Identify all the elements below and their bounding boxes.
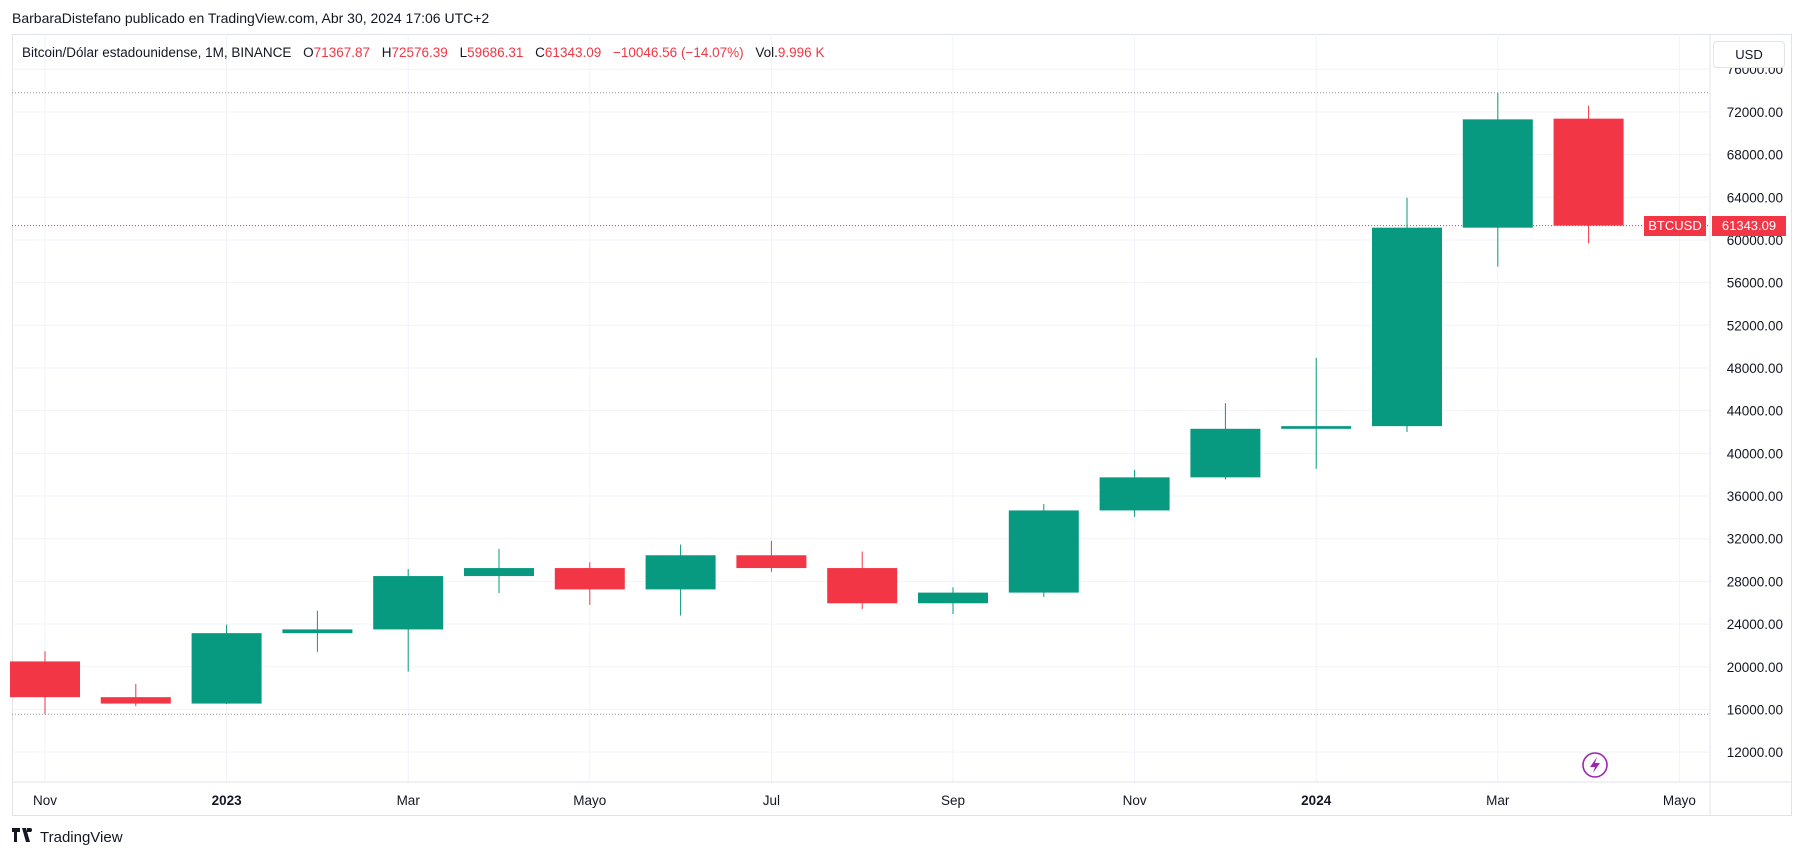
candle-body <box>827 568 898 604</box>
price-tag-ticker: BTCUSD <box>1644 215 1706 236</box>
candle-body <box>10 661 80 698</box>
y-tick-label: 12000.00 <box>1727 745 1783 760</box>
lightning-icon[interactable] <box>1582 752 1608 778</box>
candle-body <box>645 555 716 590</box>
close-value: 61343.09 <box>544 45 602 60</box>
ohlc-legend: Bitcoin/Dólar estadounidense, 1M, BINANC… <box>22 45 824 60</box>
candle-body <box>1190 428 1261 478</box>
y-tick-label: 16000.00 <box>1727 702 1783 717</box>
candle-body <box>282 629 353 634</box>
y-tick-label: 24000.00 <box>1727 617 1783 632</box>
volume-value: 9.996 K <box>777 45 825 60</box>
candle-body <box>918 592 988 604</box>
high-label: H <box>381 45 392 60</box>
y-tick-label: 72000.00 <box>1727 105 1783 120</box>
x-tick-label: Mar <box>1486 793 1510 808</box>
chart-frame <box>12 34 1792 816</box>
y-tick-label: 60000.00 <box>1727 233 1783 248</box>
y-tick-label: 52000.00 <box>1727 318 1783 333</box>
x-tick-label: Nov <box>33 793 57 808</box>
low-label: L <box>459 45 468 60</box>
candle-body <box>191 633 262 704</box>
open-label: O <box>303 45 314 60</box>
y-tick-label: 40000.00 <box>1727 446 1783 461</box>
publication-header: BarbaraDistefano publicado en TradingVie… <box>12 10 490 26</box>
x-tick-label: Mar <box>397 793 421 808</box>
close-label: C <box>535 45 545 60</box>
candle-body <box>100 697 171 704</box>
y-tick-label: 28000.00 <box>1727 574 1783 589</box>
y-tick-label: 20000.00 <box>1727 660 1783 675</box>
y-tick-label: 56000.00 <box>1727 276 1783 291</box>
y-tick-label: 44000.00 <box>1727 404 1783 419</box>
symbol-label: Bitcoin/Dólar estadounidense, 1M, BINANC… <box>22 45 292 60</box>
x-tick-label: Sep <box>941 793 965 808</box>
y-tick-label: 64000.00 <box>1727 190 1783 205</box>
candle-body <box>736 555 807 569</box>
footer-brand-label: TradingView <box>40 828 123 846</box>
y-tick-label: 36000.00 <box>1727 489 1783 504</box>
candle-body <box>1372 227 1442 427</box>
high-value: 72576.39 <box>391 45 448 60</box>
candle-body <box>1099 477 1170 511</box>
x-tick-label: Nov <box>1123 793 1147 808</box>
candle-body <box>554 568 625 590</box>
y-tick-label: 48000.00 <box>1727 361 1783 376</box>
x-tick-label: 2024 <box>1301 793 1332 808</box>
price-tag-value: 61343.09 <box>1712 215 1786 236</box>
change-value: −10046.56 (−14.07%) <box>613 45 744 60</box>
candle-body <box>1008 510 1079 593</box>
x-tick-label: Mayo <box>1663 793 1696 808</box>
footer-brand[interactable]: TradingView <box>12 828 123 846</box>
currency-button[interactable]: USD <box>1713 41 1785 68</box>
candle-body <box>464 568 534 577</box>
candle-body <box>1553 118 1624 226</box>
y-tick-label: 68000.00 <box>1727 148 1783 163</box>
open-value: 71367.87 <box>313 45 370 60</box>
y-tick-label: 32000.00 <box>1727 532 1783 547</box>
candle-body <box>373 576 444 630</box>
tradingview-logo-icon <box>12 828 34 846</box>
x-tick-label: Jul <box>763 793 780 808</box>
x-tick-label: 2023 <box>212 793 243 808</box>
x-tick-label: Mayo <box>573 793 606 808</box>
low-value: 59686.31 <box>467 45 524 60</box>
candle-body <box>1462 119 1533 228</box>
volume-label: Vol. <box>755 45 778 60</box>
candle-body <box>1281 426 1352 429</box>
